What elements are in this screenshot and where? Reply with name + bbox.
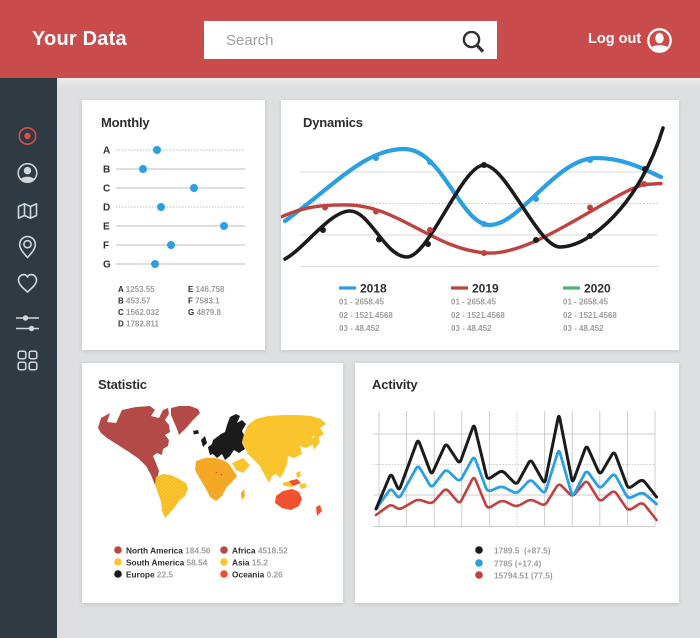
svg-text:2020: 2020 <box>584 282 611 296</box>
svg-text:G 4879.8: G 4879.8 <box>188 308 221 317</box>
svg-text:F: F <box>103 241 109 252</box>
svg-text:D 1782.811: D 1782.811 <box>118 320 159 329</box>
svg-text:G: G <box>103 260 111 271</box>
svg-text:Asia 15.2: Asia 15.2 <box>232 558 268 568</box>
svg-text:2019: 2019 <box>472 282 499 296</box>
svg-text:E: E <box>103 222 110 233</box>
svg-text:2018: 2018 <box>360 282 387 296</box>
svg-text:02 - 1521.4568: 02 - 1521.4568 <box>451 311 505 320</box>
svg-text:1789.5 (+87.5): 1789.5 (+87.5) <box>494 546 551 556</box>
svg-text:02 - 1521.4568: 02 - 1521.4568 <box>563 311 617 320</box>
svg-text:15794.51 (77.5): 15794.51 (77.5) <box>494 571 553 581</box>
svg-text:7785 (+17.4): 7785 (+17.4) <box>494 559 542 569</box>
svg-text:03 - 48.452: 03 - 48.452 <box>563 324 604 333</box>
svg-text:E 146.758: E 146.758 <box>188 285 225 294</box>
svg-text:F 7583.1: F 7583.1 <box>188 297 220 306</box>
svg-text:02 - 1521.4568: 02 - 1521.4568 <box>339 311 393 320</box>
svg-text:North America 184.56: North America 184.56 <box>126 546 211 556</box>
svg-text:C: C <box>103 184 110 195</box>
svg-text:01 - 2658.45: 01 - 2658.45 <box>451 298 496 307</box>
svg-text:01 - 2658.45: 01 - 2658.45 <box>339 298 384 307</box>
svg-text:A 1253.55: A 1253.55 <box>118 285 155 294</box>
svg-text:Africa 4518.52: Africa 4518.52 <box>232 546 288 556</box>
svg-text:C 1562.032: C 1562.032 <box>118 308 160 317</box>
svg-text:B 453.57: B 453.57 <box>118 297 151 306</box>
svg-text:03 - 48.452: 03 - 48.452 <box>451 324 492 333</box>
svg-text:03 - 48.452: 03 - 48.452 <box>339 324 380 333</box>
svg-text:D: D <box>103 203 110 214</box>
svg-text:Oceania 0.26: Oceania 0.26 <box>232 570 283 580</box>
svg-text:South America 58.54: South America 58.54 <box>126 558 208 568</box>
svg-text:B: B <box>103 165 110 176</box>
svg-text:01 - 2658.45: 01 - 2658.45 <box>563 298 608 307</box>
svg-text:A: A <box>103 146 110 157</box>
svg-text:Europe 22.5: Europe 22.5 <box>126 570 173 580</box>
